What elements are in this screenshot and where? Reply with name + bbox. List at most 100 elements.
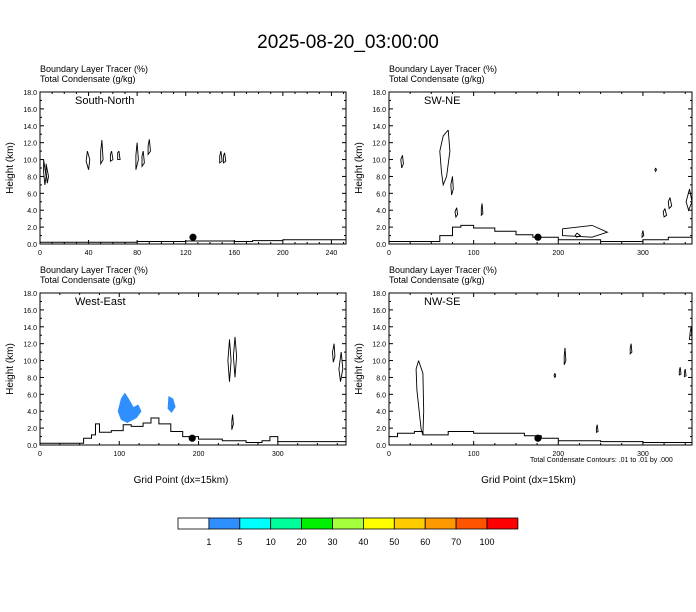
- y-tick-label: 0.0: [376, 443, 386, 450]
- y-tick-label: 18.0: [23, 90, 37, 97]
- y-tick-label: 6.0: [376, 191, 386, 198]
- y-tick-label: 8.0: [27, 375, 37, 382]
- location-marker: [189, 233, 197, 241]
- y-tick-label: 14.0: [372, 124, 386, 131]
- panel-sw-ne: Boundary Layer Tracer (%)Total Condensat…: [354, 64, 693, 257]
- y-tick-label: 4.0: [27, 409, 37, 416]
- x-tick-label: 200: [552, 451, 564, 458]
- condensate-fill: [117, 392, 142, 423]
- y-tick-label: 12.0: [23, 141, 37, 148]
- condensate-contour: [338, 352, 344, 382]
- y-tick-label: 0.0: [27, 242, 37, 249]
- colorbar-swatch: [239, 517, 272, 530]
- panel-header-condensate: Total Condensate (g/kg): [389, 275, 485, 285]
- y-tick-label: 10.0: [23, 158, 37, 165]
- condensate-contour: [683, 368, 687, 378]
- x-tick-label: 200: [277, 250, 289, 257]
- x-tick-label: 200: [552, 250, 564, 257]
- plot-frame: [39, 91, 347, 245]
- x-tick-label: 200: [193, 451, 205, 458]
- x-tick-label: 0: [38, 451, 42, 458]
- y-tick-label: 10.0: [372, 158, 386, 165]
- condensate-contour: [562, 224, 609, 238]
- condensate-contour: [109, 150, 114, 163]
- panel-header-condensate: Total Condensate (g/kg): [40, 275, 136, 285]
- y-tick-label: 16.0: [372, 107, 386, 114]
- condensate-contour: [227, 339, 232, 382]
- condensate-contour: [147, 139, 151, 156]
- y-tick-label: 18.0: [372, 90, 386, 97]
- x-tick-label: 120: [180, 250, 192, 257]
- y-tick-label: 0.0: [376, 242, 386, 249]
- condensate-contour: [231, 414, 234, 430]
- panel-header-condensate: Total Condensate (g/kg): [40, 74, 136, 84]
- condensate-contour: [232, 336, 238, 378]
- cross-section-label: NW-SE: [424, 296, 460, 308]
- colorbar-swatch: [362, 517, 395, 530]
- condensate-contour: [400, 155, 404, 169]
- y-tick-label: 8.0: [27, 174, 37, 181]
- colorbar: 1 5 10 20 30 40 50 60 70 100: [177, 517, 519, 547]
- y-tick-label: 10.0: [23, 359, 37, 366]
- y-tick-label: 14.0: [372, 325, 386, 332]
- x-tick-label: 0: [387, 250, 391, 257]
- colorbar-label: 60: [420, 537, 430, 547]
- y-tick-label: 16.0: [23, 308, 37, 315]
- cross-section-label: West-East: [75, 296, 126, 308]
- terrain-line: [40, 417, 346, 444]
- y-axis-label: Height (km): [354, 142, 365, 194]
- panel-header-tracer: Boundary Layer Tracer (%): [40, 265, 148, 275]
- condensate-contour: [662, 208, 668, 218]
- colorbar-label: 30: [327, 537, 337, 547]
- condensate-contour: [100, 140, 104, 166]
- panel-nw-se: Boundary Layer Tracer (%)Total Condensat…: [354, 265, 693, 486]
- y-tick-label: 8.0: [376, 375, 386, 382]
- y-tick-label: 16.0: [23, 107, 37, 114]
- y-axis-label: Height (km): [354, 343, 365, 395]
- x-tick-label: 0: [38, 250, 42, 257]
- y-axis-label: Height (km): [5, 343, 16, 395]
- colorbar-swatch: [424, 517, 457, 530]
- colorbar-swatch: [301, 517, 333, 530]
- y-axis-label: Height (km): [5, 142, 16, 194]
- terrain-line: [389, 431, 692, 443]
- y-tick-label: 10.0: [372, 359, 386, 366]
- x-tick-label: 100: [113, 451, 125, 458]
- colorbar-swatch: [270, 517, 303, 530]
- y-tick-label: 2.0: [27, 225, 37, 232]
- condensate-contour: [43, 159, 47, 185]
- y-tick-label: 12.0: [372, 141, 386, 148]
- panel-header-tracer: Boundary Layer Tracer (%): [40, 64, 148, 74]
- panel-south-north: Boundary Layer Tracer (%)Total Condensat…: [5, 64, 347, 257]
- y-tick-label: 18.0: [372, 291, 386, 298]
- panel-header-condensate: Total Condensate (g/kg): [389, 74, 485, 84]
- condensate-contour: [563, 347, 567, 365]
- plot-frame: [388, 292, 693, 446]
- colorbar-swatch: [332, 517, 364, 530]
- location-marker: [188, 434, 196, 442]
- colorbar-label: 20: [297, 537, 307, 547]
- y-tick-label: 4.0: [376, 409, 386, 416]
- location-marker: [534, 233, 542, 241]
- colorbar-label: 70: [451, 537, 461, 547]
- x-axis-label: Grid Point (dx=15km): [481, 475, 576, 486]
- x-tick-label: 240: [326, 250, 338, 257]
- y-tick-label: 2.0: [376, 426, 386, 433]
- plot-frame: [388, 91, 693, 245]
- x-tick-label: 100: [468, 451, 480, 458]
- y-tick-label: 12.0: [23, 342, 37, 349]
- y-tick-label: 12.0: [372, 342, 386, 349]
- condensate-contour: [454, 207, 459, 219]
- condensate-contour: [667, 197, 673, 210]
- plot-area: [389, 129, 692, 242]
- condensate-contour: [117, 150, 121, 161]
- x-tick-label: 300: [637, 250, 649, 257]
- condensate-contour: [450, 176, 454, 196]
- cross-section-label: SW-NE: [424, 95, 460, 107]
- colorbar-swatch: [486, 517, 519, 530]
- condensate-contour: [135, 142, 139, 170]
- y-tick-label: 4.0: [27, 208, 37, 215]
- x-tick-label: 80: [133, 250, 141, 257]
- y-tick-label: 6.0: [376, 392, 386, 399]
